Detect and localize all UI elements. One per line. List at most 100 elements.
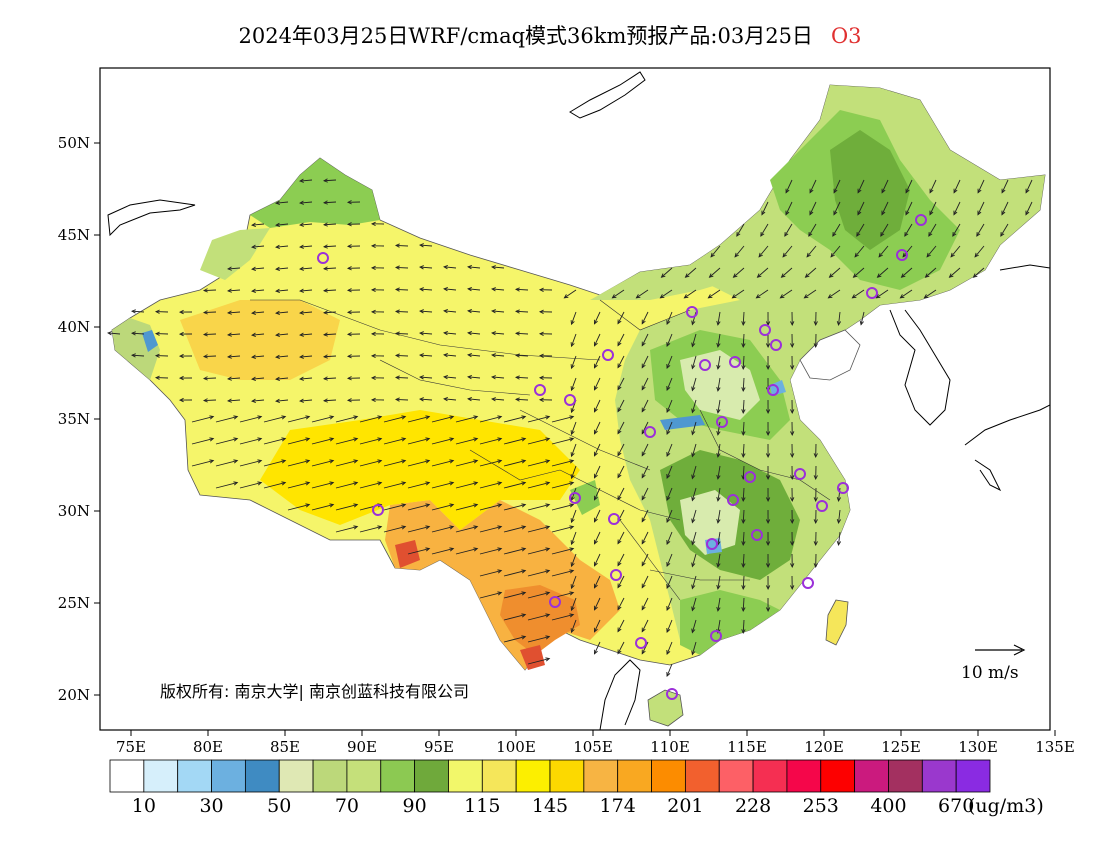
wind-arrow [853,267,865,278]
wind-arrow [395,376,409,379]
wind-arrow-head [275,332,280,337]
wind-arrow-head [570,606,575,612]
wind-arrow-head [251,398,256,403]
wind-arrow-head [251,266,256,271]
wind-arrow-head [467,287,472,292]
lat-tick-label: 25N [58,594,90,612]
wind-arrow-head [251,310,256,315]
colorbar-label: 228 [735,795,771,817]
wind-arrow [666,421,673,435]
wind-arrow [431,526,454,533]
wind-arrow-head [370,309,376,315]
wind-arrow [742,465,745,480]
wind-arrow-head [569,415,575,420]
wind-arrow [880,223,889,237]
wind-arrow [335,504,358,511]
wind-arrow-head [497,547,503,552]
wind-arrow-head [593,649,598,655]
wind-arrow-head [641,341,646,347]
wind-arrow [666,531,673,545]
wind-arrow-head [322,288,328,293]
wind-arrow [691,575,697,589]
wind-arrow-head [233,459,239,464]
map-title: 2024年03月25日WRF/cmaq模式36km预报产品:03月25日 O3 [0,20,1100,50]
wind-arrow [191,438,214,445]
wind-arrow-head [346,266,352,271]
lon-tick-label: 85E [270,738,300,756]
wind-arrow-head [790,431,795,437]
wind-arrow [594,531,601,544]
wind-arrow [323,399,337,402]
wind-arrow-head [443,287,448,292]
wind-arrow-head [813,343,818,349]
wind-arrow-head [514,331,520,336]
wind-arrow-head [538,287,544,292]
wind-arrow [444,332,457,335]
wind-arrow-head [299,244,304,249]
wind-arrow-head [538,309,544,314]
wind-arrow [691,421,697,435]
wind-arrow [479,570,502,577]
wind-arrow-head [443,353,448,358]
wind-arrow [479,592,502,599]
wind-arrow [742,575,745,590]
wind-reference: 10 m/s [961,644,1026,683]
wind-arrow [829,267,841,278]
wind-arrow [228,311,241,314]
wind-arrow-head [813,563,818,569]
wind-arrow-head [691,496,696,502]
wind-arrow [420,244,433,247]
wind-arrow [551,548,574,555]
wind-arrow [527,482,550,489]
wind-arrow-head [691,364,696,370]
wind-arrow-head [467,375,472,380]
colorbar-swatch [820,759,856,793]
wind-arrow-head [570,562,575,568]
wind-arrow [395,266,409,269]
wind-arrow-head [641,451,646,457]
colorbar-swatch [921,759,957,793]
wind-arrow [571,509,577,523]
wind-arrow-head [765,409,771,415]
wind-arrow-head [467,353,472,358]
wind-arrow [203,377,217,379]
wind-arrow [717,333,721,347]
monitoring-station-marker [751,529,763,541]
wind-arrow [492,398,505,401]
wind-arrow [300,355,313,358]
wind-arrow-head [809,188,814,194]
wind-arrow [551,504,574,511]
wind-arrow-head [666,496,671,501]
wind-arrow [551,526,574,533]
indochina-outline [599,659,641,730]
wind-arrow [252,267,265,270]
wind-arrow [383,460,406,467]
wind-arrow [691,487,697,501]
wind-arrow [503,438,526,445]
monitoring-station-marker [686,306,698,318]
wind-arrow [551,614,574,621]
wind-arrow-head [521,481,527,486]
wind-arrow [742,531,745,546]
wind-arrow [335,416,358,423]
wind-arrow-head [521,437,527,442]
wind-arrow [977,201,985,215]
colorbar-swatch [752,759,788,793]
wind-arrow-head [514,397,520,402]
wind-arrow-head [666,628,671,633]
wind-arrow-head [233,415,239,420]
wind-arrow-head [741,629,746,635]
wind-arrow-head [227,288,232,293]
wind-arrow-head [227,376,232,381]
wind-arrow-head [281,481,287,486]
wind-arrow-head [538,353,544,358]
colorbar-swatch [888,759,923,793]
wind-arrow [742,333,745,348]
wind-arrow-head [473,459,479,464]
wind-arrow-head [353,437,359,442]
yangtze-pale [680,490,740,555]
wind-arrow-head [521,459,527,464]
wind-arrow-head [924,273,930,278]
wind-arrow [691,597,697,611]
wind-arrow-head [353,525,359,530]
